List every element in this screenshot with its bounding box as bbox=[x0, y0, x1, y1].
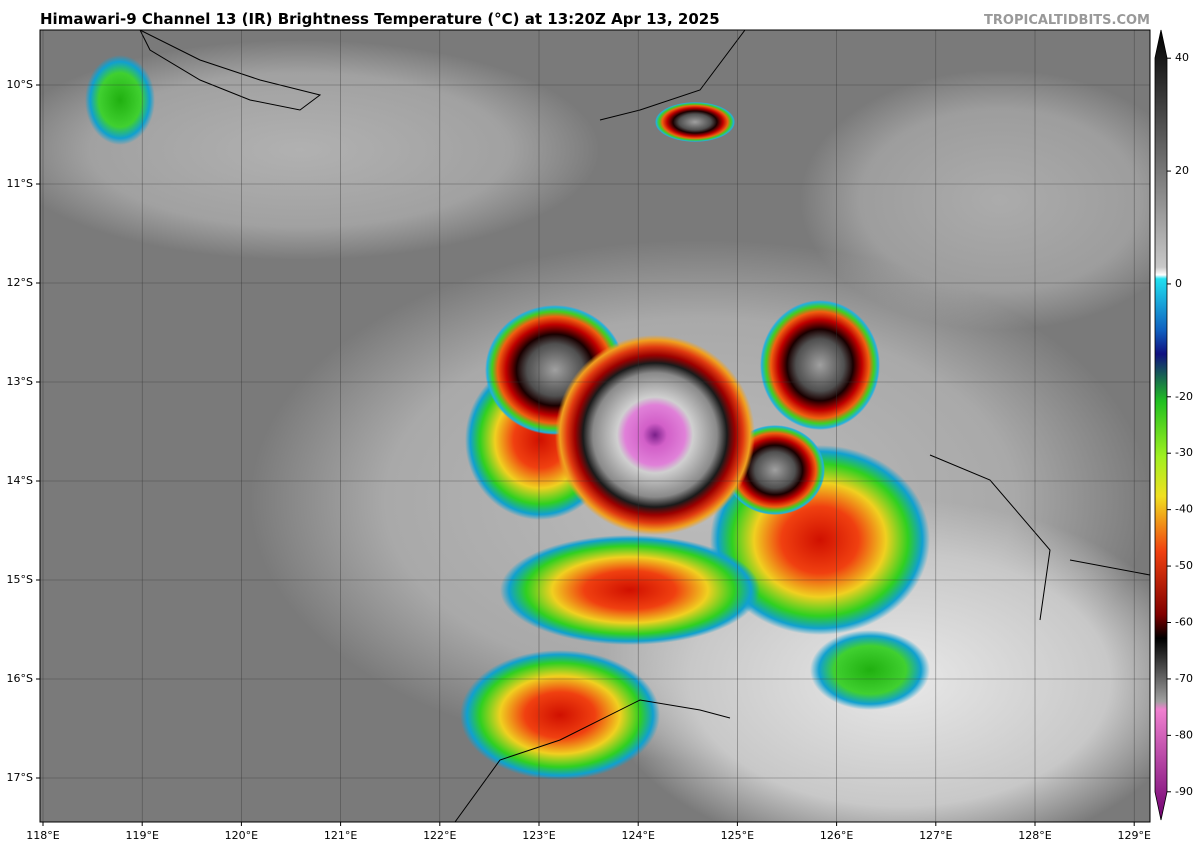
lat-label: 12°S bbox=[7, 276, 33, 289]
colorbar-tick-label: -90 bbox=[1175, 785, 1193, 798]
colorbar-tick-label: 40 bbox=[1175, 51, 1189, 64]
satellite-image bbox=[40, 30, 1150, 822]
lon-label: 123°E bbox=[522, 829, 555, 842]
map-frame bbox=[39, 29, 1151, 823]
colorbar-tick-label: -70 bbox=[1175, 672, 1193, 685]
convection-core bbox=[555, 335, 755, 535]
title: Himawari-9 Channel 13 (IR) Brightness Te… bbox=[40, 10, 720, 28]
convection bbox=[460, 650, 660, 780]
lon-label: 118°E bbox=[26, 829, 59, 842]
colorbar-tick-label: -40 bbox=[1175, 503, 1193, 516]
colorbar-tick-label: -30 bbox=[1175, 446, 1193, 459]
colorbar bbox=[1154, 29, 1168, 821]
colorbar-tick-label: 0 bbox=[1175, 277, 1182, 290]
lat-label: 14°S bbox=[7, 474, 33, 487]
lat-label: 10°S bbox=[7, 78, 33, 91]
colorbar-tick-label: -60 bbox=[1175, 616, 1193, 629]
convection bbox=[760, 300, 880, 430]
colorbar-tick-label: -20 bbox=[1175, 390, 1193, 403]
lat-label: 17°S bbox=[7, 771, 33, 784]
lon-label: 120°E bbox=[225, 829, 258, 842]
lon-label: 124°E bbox=[621, 829, 654, 842]
coastline bbox=[929, 454, 1150, 621]
lon-label: 121°E bbox=[324, 829, 357, 842]
lon-label: 125°E bbox=[721, 829, 754, 842]
cloud bbox=[800, 70, 1150, 330]
convection bbox=[810, 630, 930, 710]
lat-label: 16°S bbox=[7, 672, 33, 685]
credit: TROPICALTIDBITS.COM bbox=[984, 13, 1150, 28]
lat-label: 13°S bbox=[7, 375, 33, 388]
lon-label: 128°E bbox=[1018, 829, 1051, 842]
lon-label: 127°E bbox=[919, 829, 952, 842]
graticule bbox=[40, 30, 1150, 822]
coastline bbox=[454, 699, 731, 822]
lat-label: 15°S bbox=[7, 573, 33, 586]
cloud bbox=[40, 40, 600, 260]
lon-label: 122°E bbox=[423, 829, 456, 842]
coastline bbox=[599, 30, 746, 121]
convection bbox=[500, 535, 760, 645]
convection bbox=[655, 102, 735, 142]
lon-label: 119°E bbox=[125, 829, 158, 842]
colorbar-tick-label: 20 bbox=[1175, 164, 1189, 177]
convection bbox=[85, 55, 155, 145]
lon-label: 129°E bbox=[1117, 829, 1150, 842]
colorbar-tick-label: -50 bbox=[1175, 559, 1193, 572]
colorbar-tick-label: -80 bbox=[1175, 728, 1193, 741]
lat-label: 11°S bbox=[7, 177, 33, 190]
lon-label: 126°E bbox=[820, 829, 853, 842]
coastline bbox=[139, 30, 322, 111]
